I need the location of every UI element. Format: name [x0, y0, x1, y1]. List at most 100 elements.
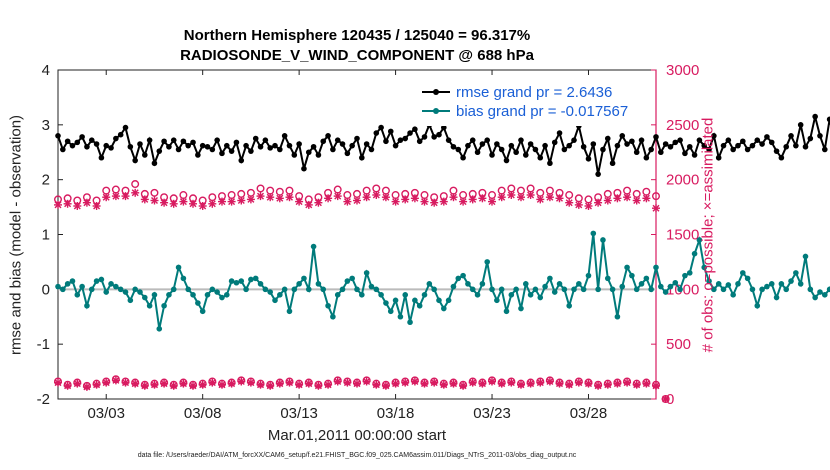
data-point: [190, 292, 196, 298]
data-point: [426, 281, 433, 287]
data-point: [489, 152, 495, 158]
obs-assimilated-marker: [381, 381, 390, 390]
data-point: [522, 281, 529, 287]
obs-possible-marker: [266, 186, 275, 195]
data-point: [387, 128, 394, 135]
obs-assimilated-marker: [536, 378, 545, 387]
obs-assimilated-marker: [140, 381, 149, 390]
marker-stroke: [112, 376, 120, 384]
obs-possible-marker: [131, 180, 140, 189]
obs-possible-marker: [584, 195, 593, 204]
data-point: [156, 326, 163, 332]
data-point: [392, 142, 399, 149]
data-point: [638, 281, 645, 287]
data-point: [595, 171, 601, 177]
data-point: [686, 143, 693, 150]
data-point: [633, 149, 640, 156]
data-point: [759, 141, 765, 147]
data-point: [383, 300, 389, 306]
y-left-tick-label: 4: [42, 62, 50, 79]
obs-assimilated-marker: [449, 193, 458, 202]
obs-assimilated-marker: [304, 379, 313, 388]
data-point: [257, 281, 264, 287]
data-point: [793, 142, 799, 149]
marker-stroke: [179, 380, 187, 388]
obs-assimilated-marker: [507, 378, 516, 387]
data-point: [204, 143, 211, 150]
data-point: [334, 137, 341, 143]
obs-possible-marker: [372, 184, 381, 193]
data-point: [749, 142, 756, 149]
marker-stroke: [382, 382, 390, 390]
data-point: [735, 281, 741, 287]
data-point: [604, 275, 611, 282]
obs-assimilated-marker: [189, 381, 197, 390]
data-point: [542, 142, 548, 149]
data-point: [672, 279, 679, 286]
data-point: [397, 313, 404, 320]
obs-assimilated-marker: [468, 195, 477, 204]
data-point: [214, 289, 220, 295]
data-point: [711, 133, 717, 139]
data-point: [469, 137, 476, 143]
data-point: [161, 302, 167, 309]
marker-stroke: [102, 193, 110, 201]
data-point: [826, 286, 830, 293]
data-point: [479, 141, 486, 147]
marker-stroke: [334, 192, 342, 200]
data-point: [407, 319, 413, 326]
y-left-tick-label: -1: [37, 336, 50, 353]
data-point: [339, 141, 346, 147]
data-point: [74, 139, 81, 146]
obs-assimilated-marker: [536, 195, 545, 204]
legend-box: [416, 82, 651, 126]
obs-assimilated-marker: [623, 193, 632, 202]
obs-assimilated-marker: [169, 199, 178, 208]
data-point: [354, 135, 360, 142]
data-point: [658, 149, 664, 156]
marker-stroke: [151, 197, 158, 204]
marker-stroke: [623, 193, 631, 201]
marker-stroke: [527, 191, 535, 199]
obs-assimilated-marker: [652, 381, 660, 390]
data-point: [272, 142, 278, 149]
marker-stroke: [565, 199, 573, 207]
obs-possible-marker: [285, 186, 294, 195]
y-right-tick-label: 2500: [666, 117, 699, 134]
data-point: [156, 148, 163, 154]
marker-stroke: [450, 193, 457, 201]
series-line: [57, 116, 830, 175]
marker-stroke: [488, 198, 496, 206]
obs-assimilated-marker: [266, 193, 275, 202]
obs-assimilated-marker: [333, 377, 342, 386]
obs-assimilated-marker: [343, 378, 352, 387]
obs-possible-marker: [545, 186, 554, 195]
data-point: [349, 275, 355, 282]
marker-stroke: [517, 381, 525, 389]
obs-possible-marker: [449, 186, 458, 195]
data-point: [807, 135, 814, 142]
obs-possible-marker: [623, 186, 632, 195]
data-point: [416, 138, 423, 145]
data-point: [614, 313, 621, 320]
obs-assimilated-marker: [362, 377, 371, 386]
data-point: [373, 286, 380, 293]
obs-assimilated-marker: [237, 196, 246, 205]
marker-stroke: [382, 193, 390, 201]
marker-stroke: [536, 379, 544, 387]
data-point: [166, 143, 172, 150]
data-point: [305, 149, 312, 156]
legend-label: rmse grand pr = 2.6436: [456, 84, 612, 101]
obs-assimilated-marker: [642, 379, 651, 388]
y-left-tick-label: 1: [42, 227, 50, 244]
data-point: [585, 272, 592, 279]
data-point: [305, 286, 312, 293]
data-point: [281, 286, 288, 293]
obs-assimilated-marker: [584, 379, 593, 388]
obs-assimilated-marker: [246, 195, 255, 204]
obs-assimilated-marker: [160, 379, 169, 388]
data-point: [826, 116, 830, 123]
obs-possible-marker: [391, 191, 400, 200]
data-point: [821, 146, 828, 153]
marker-stroke: [54, 379, 62, 387]
